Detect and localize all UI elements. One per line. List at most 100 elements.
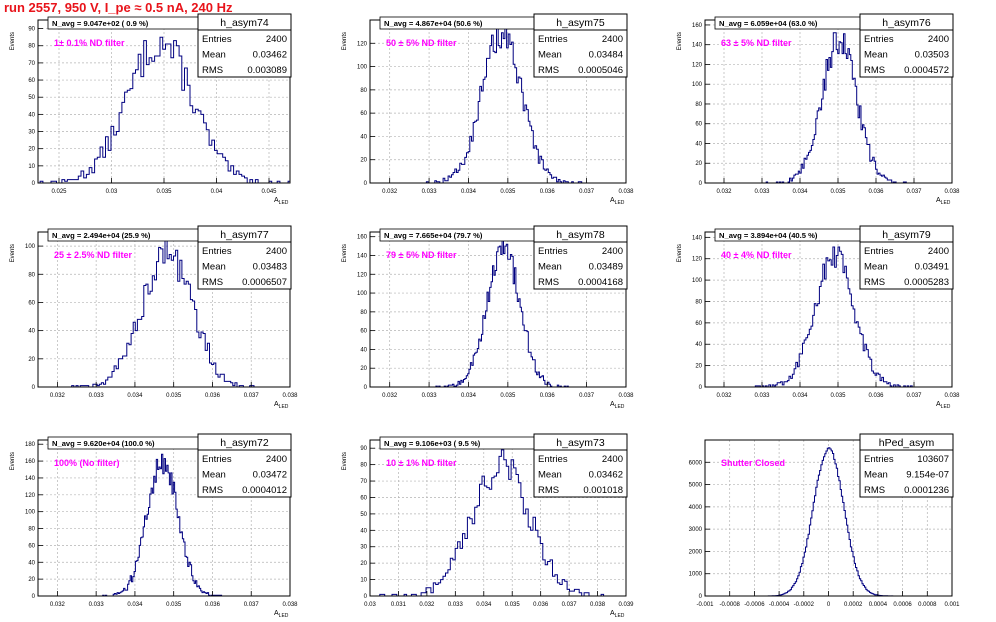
histogram-name: h_asym75 — [556, 17, 605, 29]
x-tick-label: 0.036 — [205, 602, 221, 608]
y-tick-label: 0 — [699, 385, 703, 391]
x-tick-label: 0.037 — [579, 393, 595, 399]
x-tick-label: 0.036 — [540, 393, 556, 399]
histogram-pad-h_asym72: 0.032 0.033 0.034 0.035 0.036 0.037 0.038 0 20 40… — [10, 433, 298, 619]
y-tick-label: 120 — [692, 62, 703, 68]
y-tick-label: 50 — [28, 95, 35, 101]
histogram-pad-hPed_asym: -0.001 -0.0008 -0.0006 -0.0004 -0.0002 0 0.000… — [689, 433, 960, 608]
stats-value: 0.001018 — [583, 485, 623, 496]
stats-key: RMS — [864, 65, 885, 76]
stats-value: 103607 — [917, 454, 949, 465]
histogram-name: h_asym76 — [882, 17, 931, 29]
stats-value: 0.03483 — [253, 262, 287, 273]
stats-value: 0.03462 — [589, 470, 623, 481]
x-tick-label: 0.034 — [792, 393, 808, 399]
y-tick-label: 20 — [360, 158, 367, 164]
histogram-series-h_asym72 — [97, 453, 229, 597]
y-tick-label: 40 — [360, 347, 367, 353]
histogram-name: h_asym77 — [220, 229, 269, 241]
y-tick-label: 20 — [28, 577, 35, 583]
stats-key: Mean — [864, 50, 888, 61]
stats-box — [197, 449, 292, 498]
x-tick-label: 0.035 — [166, 602, 182, 608]
stats-box — [859, 241, 954, 290]
navg-text: N_avg = 3.894e+04 (40.5 %) — [719, 231, 818, 240]
x-tick-label: 0.03 — [364, 602, 376, 608]
stats-value: 2400 — [602, 454, 623, 465]
y-tick-label: 20 — [360, 561, 367, 567]
histogram-series-h_asym79 — [750, 246, 919, 388]
y-tick-label: 100 — [357, 291, 368, 297]
histogram-pad-h_asym76: 0.032 0.033 0.034 0.035 0.036 0.037 0.038 0 20 40… — [677, 13, 960, 206]
y-tick-label: 100 — [692, 82, 703, 88]
y-axis-title: Events — [10, 32, 16, 50]
filter-label: 79 ± 5% ND filter — [386, 250, 457, 260]
y-tick-label: 140 — [25, 476, 36, 482]
stats-box — [533, 29, 628, 78]
histogram-pad-h_asym75: 0.032 0.033 0.034 0.035 0.036 0.037 0.038 0 20 40… — [342, 13, 634, 206]
x-tick-label: 0.034 — [461, 393, 477, 399]
y-tick-label: 10 — [360, 578, 367, 584]
y-tick-label: 0 — [699, 594, 703, 600]
x-axis-title: ALED — [610, 401, 625, 410]
x-tick-label: 0.036 — [533, 602, 549, 608]
x-tick-label: 0.0004 — [869, 602, 888, 608]
x-tick-label: 0.037 — [244, 393, 260, 399]
y-tick-label: 30 — [28, 130, 35, 136]
y-tick-label: 20 — [360, 366, 367, 372]
filter-label: 10 ± 1% ND filter — [386, 458, 457, 468]
x-tick-label: 0.038 — [618, 189, 634, 195]
x-tick-label: 0.036 — [868, 393, 884, 399]
x-tick-label: 0 — [827, 602, 831, 608]
x-tick-label: 0.035 — [830, 189, 846, 195]
x-tick-label: 0.035 — [830, 393, 846, 399]
y-tick-label: 20 — [695, 364, 702, 370]
x-tick-label: 0.036 — [868, 189, 884, 195]
stats-key: Mean — [864, 470, 888, 481]
stats-value: 2400 — [928, 34, 949, 45]
stats-value: 0.003089 — [247, 65, 287, 76]
y-tick-label: 20 — [695, 161, 702, 167]
histogram-name: h_asym73 — [556, 437, 605, 449]
x-tick-label: 0.038 — [944, 189, 960, 195]
stats-key: Entries — [538, 34, 568, 45]
y-tick-label: 140 — [692, 43, 703, 49]
y-tick-label: 2000 — [689, 549, 703, 555]
y-tick-label: 10 — [28, 164, 35, 170]
x-tick-label: 0.037 — [562, 602, 578, 608]
histogram-series-h_asym75 — [418, 21, 585, 184]
x-tick-label: -0.001 — [696, 602, 714, 608]
stats-value: 0.03484 — [589, 50, 623, 61]
histogram-name: h_asym72 — [220, 437, 269, 449]
y-tick-label: 160 — [692, 23, 703, 29]
y-tick-label: 70 — [28, 61, 35, 67]
histogram-pad-h_asym78: 0.032 0.033 0.034 0.035 0.036 0.037 0.038 0 20 40… — [342, 225, 634, 410]
stats-value: 9.154e-07 — [906, 470, 949, 481]
x-tick-label: 0.036 — [540, 189, 556, 195]
y-tick-label: 60 — [28, 543, 35, 549]
stats-key: RMS — [202, 277, 223, 288]
histogram-pad-h_asym77: 0.032 0.033 0.034 0.035 0.036 0.037 0.038 0 20 40… — [10, 225, 298, 410]
y-tick-label: 40 — [28, 112, 35, 118]
y-tick-label: 40 — [695, 342, 702, 348]
y-tick-label: 0 — [699, 181, 703, 187]
x-tick-label: 0.0006 — [893, 602, 912, 608]
y-tick-label: 160 — [25, 459, 36, 465]
y-tick-label: 40 — [28, 560, 35, 566]
y-tick-label: 120 — [357, 272, 368, 278]
y-tick-label: 100 — [357, 65, 368, 71]
y-tick-label: 0 — [364, 594, 368, 600]
navg-text: N_avg = 9.620e+04 (100.0 %) — [52, 439, 155, 448]
run-title: run 2557, 950 V, I_pe ≈ 0.5 nA, 240 Hz — [4, 0, 233, 15]
x-tick-label: 0.001 — [944, 602, 960, 608]
y-tick-label: 20 — [28, 147, 35, 153]
x-tick-label: 0.033 — [89, 393, 105, 399]
stats-value: 0.0004012 — [242, 485, 287, 496]
stats-box — [859, 29, 954, 78]
stats-key: Mean — [202, 470, 226, 481]
y-axis-title: Events — [10, 452, 16, 470]
y-tick-label: 40 — [360, 528, 367, 534]
x-axis-title: ALED — [274, 197, 289, 206]
x-tick-label: 0.034 — [127, 602, 143, 608]
